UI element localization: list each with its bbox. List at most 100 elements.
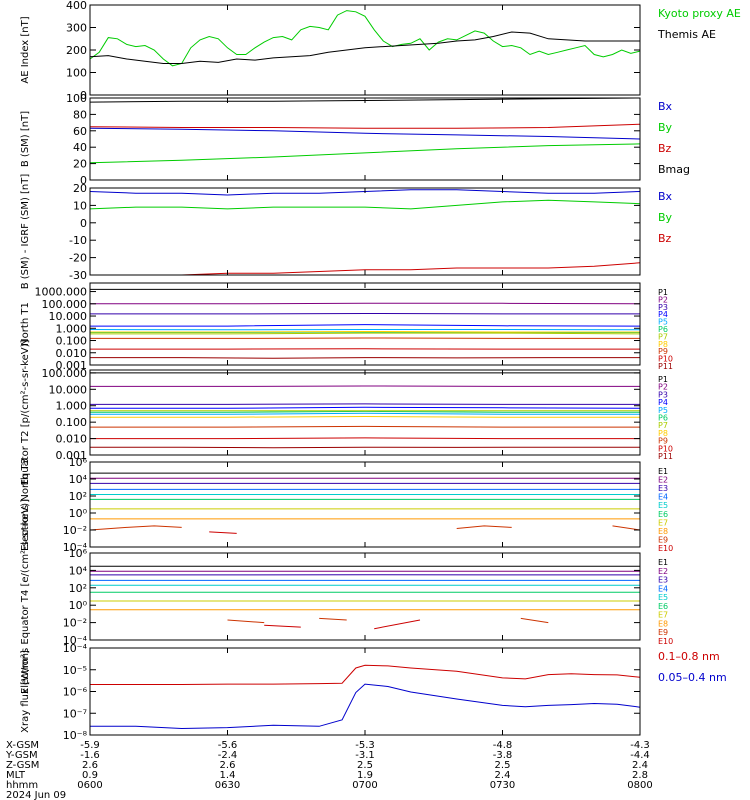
- legend-eeq-7: E8: [658, 619, 668, 628]
- legend-xray-0: 0.1–0.8 nm: [658, 650, 720, 663]
- ytick-label-eeq: 10⁰: [69, 599, 88, 612]
- ytick-label-peq: 1.000: [56, 400, 88, 413]
- series-bdiff-by-1: [89, 199, 641, 210]
- panel-pnorth: 0.0010.0100.1001.00010.000100.0001000.00…: [20, 282, 673, 372]
- series-eeq-e10-11: [264, 624, 301, 628]
- panel-frame-ae: [89, 4, 641, 96]
- ytick-label-eeq: 10⁴: [69, 564, 88, 577]
- ytick-label-eeq: 10⁻²: [63, 617, 87, 630]
- ytick-label-pnorth: 10.000: [49, 310, 88, 323]
- xrow-value: 2.4: [632, 760, 648, 771]
- ytick-label-eeq: 10²: [69, 582, 87, 595]
- legend-peq-0: P1: [658, 375, 668, 384]
- legend-pnorth-2: P3: [658, 303, 668, 312]
- ytick-label-ae: 0: [80, 89, 87, 102]
- xrow-value: -3.8: [493, 750, 513, 761]
- series-bsm-bz-1: [89, 123, 641, 129]
- xrow-value: 2.5: [357, 760, 373, 771]
- ytick-label-pnorth: 0.010: [56, 347, 88, 360]
- ylabel-bdiff: B (SM) - IGRF (SM) [nT]: [20, 174, 31, 290]
- xrow-value: -5.6: [218, 740, 238, 751]
- xrow-value: -1.6: [80, 750, 100, 761]
- legend-bsm-3: Bmag: [658, 163, 690, 176]
- legend-pnorth-6: P7: [658, 332, 668, 341]
- legend-enorth-8: E9: [658, 535, 668, 544]
- ytick-label-peq: 100.000: [42, 367, 88, 380]
- xrow-value: 0600: [77, 780, 102, 791]
- ylabel-bsm: B (SM) [nT]: [20, 111, 31, 167]
- legend-bsm-0: Bx: [658, 100, 673, 113]
- legend-eeq-5: E6: [658, 602, 668, 611]
- ylabel-peq: Equator T2 [p/(cm²-s-sr-keV)]: [20, 339, 31, 485]
- xrow-value: -2.4: [218, 750, 238, 761]
- legend-peq-5: P6: [658, 414, 668, 423]
- legend-eeq-3: E4: [658, 584, 668, 593]
- series-peq-p4-3: [90, 406, 641, 409]
- legend-xray-1: 0.05–0.4 nm: [658, 671, 727, 684]
- panel-xray: 10⁻⁸ 10⁻⁷ 10⁻⁶ 10⁻⁵ 10⁻⁴ Xray flux [W/m²] 0.1–…: [20, 642, 727, 742]
- series-peq-p8-7: [90, 415, 640, 418]
- ytick-label-xray: 10⁻⁷: [63, 707, 87, 720]
- series-pnorth-p11-10: [90, 357, 640, 359]
- legend-pnorth-4: P5: [658, 318, 668, 327]
- panel-peq: 0.0010.0100.1001.00010.000100.000Equator…: [20, 339, 673, 485]
- ytick-label-enorth: 10²: [69, 490, 87, 503]
- ytick-label-xray: 10⁻⁵: [63, 664, 87, 677]
- legend-bdiff-1: By: [658, 211, 673, 224]
- legend-eeq-2: E3: [658, 576, 668, 585]
- series-peq-p9-8: [90, 425, 640, 428]
- legend-peq-3: P4: [658, 398, 668, 407]
- series-xray-0-05-0-4-nm-1: [90, 683, 641, 730]
- legend-pnorth-9: P10: [658, 355, 673, 364]
- ytick-label-enorth: 10⁴: [69, 473, 88, 486]
- xrow-label: Y-GSM: [5, 750, 38, 761]
- ytick-label-bdiff: -20: [69, 252, 87, 265]
- ytick-label-xray: 10⁻⁶: [63, 686, 88, 699]
- ytick-label-pnorth: 100.000: [42, 298, 88, 311]
- xrow-label: hhmm: [6, 780, 38, 791]
- series-enorth-e9-10: [612, 525, 641, 531]
- panel-eeq: 10⁻⁴ 10⁻² 10⁰ 10² 10⁴ 10⁶ Electrons Equator T4…: [20, 499, 673, 694]
- xrow-value: -4.3: [630, 740, 650, 751]
- ytick-label-bsm: 40: [73, 141, 87, 154]
- ytick-label-bdiff: -10: [69, 234, 87, 247]
- legend-bdiff-2: Bz: [658, 232, 672, 245]
- xrow-value: 2.6: [220, 760, 236, 771]
- series-eeq-e9-8: [227, 619, 265, 624]
- legend-eeq-0: E1: [658, 558, 668, 567]
- legend-enorth-0: E1: [658, 467, 668, 476]
- ytick-label-ae: 400: [66, 0, 87, 12]
- ytick-label-pnorth: 0.001: [56, 359, 88, 372]
- series-peq-p10-9: [90, 437, 640, 440]
- ylabel-xray: Xray flux [W/m²]: [20, 650, 31, 733]
- legend-enorth-1: E2: [658, 476, 668, 485]
- ytick-label-xray: 10⁻⁴: [63, 642, 88, 655]
- ylabel-pnorth: North T1: [20, 302, 31, 346]
- legend-peq-10: P11: [658, 452, 673, 461]
- ytick-label-pnorth: 1000.000: [35, 286, 88, 299]
- ylabel-eeq: Electrons Equator T4 [e/(cm²-s-sr-keV)]: [20, 499, 31, 694]
- panel-frame-bsm: [89, 97, 641, 181]
- panel-frame-enorth: [89, 461, 641, 548]
- legend-eeq-9: E10: [658, 637, 673, 646]
- panel-enorth: 10⁻⁴ 10⁻² 10⁰ 10² 10⁴ 10⁶ Electrons North T3 E1…: [20, 456, 673, 554]
- xrow-value: -4.4: [630, 750, 650, 761]
- legend-ae-0: Kyoto proxy AE: [658, 7, 741, 20]
- panel-frame-pnorth: [89, 282, 641, 366]
- ytick-label-bsm: 80: [73, 108, 87, 121]
- legend-enorth-7: E8: [658, 527, 668, 536]
- legend-bsm-1: By: [658, 121, 673, 134]
- legend-peq-6: P7: [658, 421, 668, 430]
- series-peq-p5-4: [90, 412, 640, 415]
- legend-enorth-2: E3: [658, 484, 668, 493]
- ytick-label-bsm: 0: [80, 174, 87, 187]
- xrow-value: 0.9: [82, 770, 98, 781]
- xrow-label: Z-GSM: [6, 760, 39, 771]
- legend-pnorth-7: P8: [658, 340, 668, 349]
- xrow-value: 0800: [627, 780, 652, 791]
- series-peq-p3-2: [90, 403, 640, 405]
- legend-enorth-5: E6: [658, 510, 668, 519]
- series-pnorth-p2-1: [90, 302, 641, 305]
- xrow-value: -5.9: [80, 740, 100, 751]
